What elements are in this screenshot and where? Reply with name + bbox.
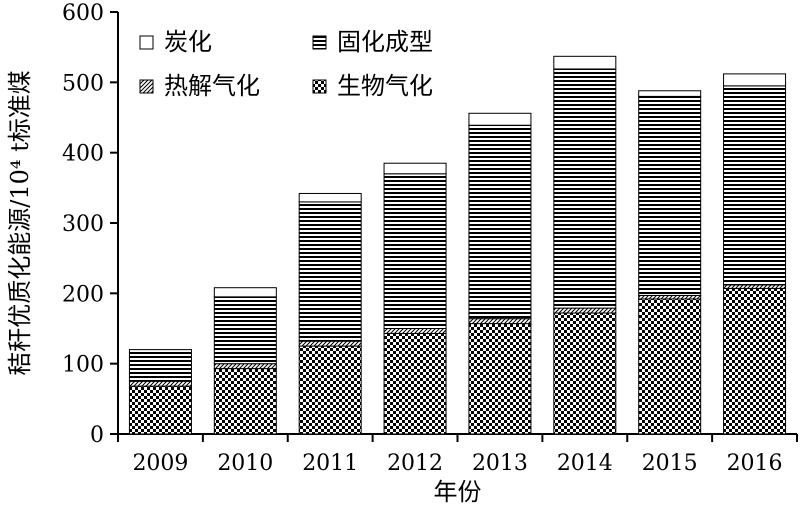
bar-2016-series-3 [723, 73, 787, 87]
bar-2010-series-3 [213, 287, 277, 298]
bar-2011-series-3 [298, 192, 362, 203]
bar-2016-series-0 [723, 287, 787, 435]
x-tick-label-2014: 2014 [557, 451, 613, 476]
bar-2015-series-3 [638, 90, 702, 97]
legend-label-0-1: 热解气化 [164, 72, 260, 100]
bar-2016-series-1 [723, 284, 787, 289]
y-tick-label-4: 400 [62, 142, 104, 167]
bar-2010-series-2 [213, 296, 277, 365]
y-tick-label-5: 500 [62, 71, 104, 96]
bar-2009-series-2 [128, 349, 192, 382]
x-tick-label-2016: 2016 [727, 451, 783, 476]
labels: 0 100 200 300 400 500 600 2009 2010 2011 2012 2013 2… [6, 1, 783, 506]
legend-label-1-1: 生物气化 [337, 72, 433, 100]
x-tick-label-2015: 2015 [642, 451, 698, 476]
bar-2012-series-0 [383, 332, 447, 435]
bar-2015-series-0 [638, 298, 702, 435]
bar-2012-series-1 [383, 328, 447, 334]
legend-swatch-0-0 [139, 35, 154, 50]
legend-swatch-1-0 [312, 35, 327, 50]
bars [128, 55, 787, 435]
bar-2010-series-0 [213, 368, 277, 435]
x-tick-label-2009: 2009 [132, 451, 188, 476]
bar-2012-series-2 [383, 173, 447, 329]
bar-2015-series-1 [638, 294, 702, 300]
bar-2014-series-0 [553, 312, 617, 435]
bar-2012-series-3 [383, 162, 447, 175]
y-tick-label-3: 300 [62, 212, 104, 237]
y-tick-label-1: 100 [62, 353, 104, 378]
y-axis-title: 秸秆优质化能源/10⁴ t标准煤 [6, 70, 34, 376]
x-tick-label-2012: 2012 [387, 451, 443, 476]
x-tick-label-2010: 2010 [217, 451, 273, 476]
legend-label-1-0: 固化成型 [337, 28, 433, 56]
bar-2011-series-0 [298, 345, 362, 435]
bar-2011-series-2 [298, 201, 362, 342]
y-tick-label-2: 200 [62, 282, 104, 307]
bar-2013-series-2 [468, 124, 532, 320]
bar-2013-series-1 [468, 318, 532, 325]
x-axis-title: 年份 [434, 478, 482, 506]
legend-swatch-1-1 [312, 79, 327, 94]
x-tick-label-2013: 2013 [472, 451, 528, 476]
bar-2013-series-3 [468, 112, 532, 126]
bar-2010-series-1 [213, 363, 277, 370]
bar-2011-series-1 [298, 340, 362, 347]
bar-2009-series-1 [128, 380, 192, 387]
x-tick-label-2011: 2011 [302, 451, 358, 476]
bar-2016-series-2 [723, 85, 787, 286]
bar-2009-series-0 [128, 385, 192, 435]
y-tick-label-6: 600 [62, 1, 104, 26]
bar-2014-series-1 [553, 307, 617, 314]
legend-label-0-0: 炭化 [164, 28, 212, 56]
y-tick-label-0: 0 [90, 423, 104, 448]
legend-swatch-0-1 [139, 79, 154, 94]
bar-2015-series-2 [638, 95, 702, 296]
bar-2014-series-3 [553, 55, 617, 70]
bar-2014-series-2 [553, 68, 617, 309]
bar-2013-series-0 [468, 323, 532, 435]
